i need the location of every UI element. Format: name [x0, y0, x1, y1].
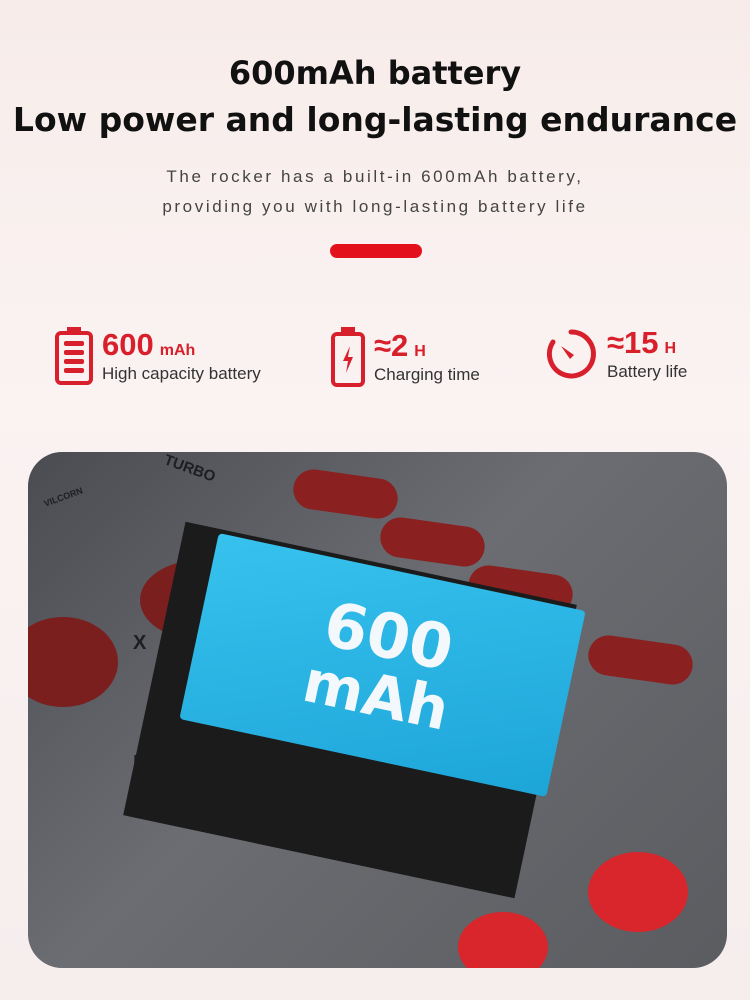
spec-value: ≈15 [607, 324, 659, 360]
controller-button [28, 617, 118, 707]
spec-label: Battery life [607, 361, 688, 381]
turbo-label: TURBO [161, 452, 218, 486]
spec-label: High capacity battery [102, 363, 261, 383]
description-line-1: The rocker has a built-in 600mAh battery… [166, 167, 584, 186]
spec-battery-life: ≈15 H Battery life [543, 326, 687, 382]
controller-button [458, 912, 548, 968]
accent-divider [330, 244, 422, 258]
controller-button [377, 514, 488, 570]
spec-unit: H [414, 342, 426, 360]
spec-unit: H [664, 339, 677, 357]
controller-button [585, 632, 696, 688]
controller-button [290, 466, 401, 522]
spec-label: Charging time [374, 364, 480, 384]
spec-value: 600 [102, 326, 154, 362]
controller-button [588, 852, 688, 932]
spec-capacity: 600 mAh High capacity battery [54, 326, 261, 386]
battery-charging-icon [331, 327, 365, 387]
spec-value: ≈2 [374, 327, 409, 363]
spec-unit: mAh [159, 341, 196, 359]
battery-level-icon [55, 327, 93, 385]
timer-icon [546, 329, 596, 379]
x-label: X [133, 632, 147, 654]
subheadline: Low power and long-lasting endurance [12, 100, 738, 139]
headline: 600mAh battery [228, 54, 522, 92]
description-line-2: providing you with long-lasting battery … [162, 197, 588, 216]
brand-logo: VILCORN [42, 485, 84, 509]
spec-charging: ≈2 H Charging time [330, 326, 480, 388]
